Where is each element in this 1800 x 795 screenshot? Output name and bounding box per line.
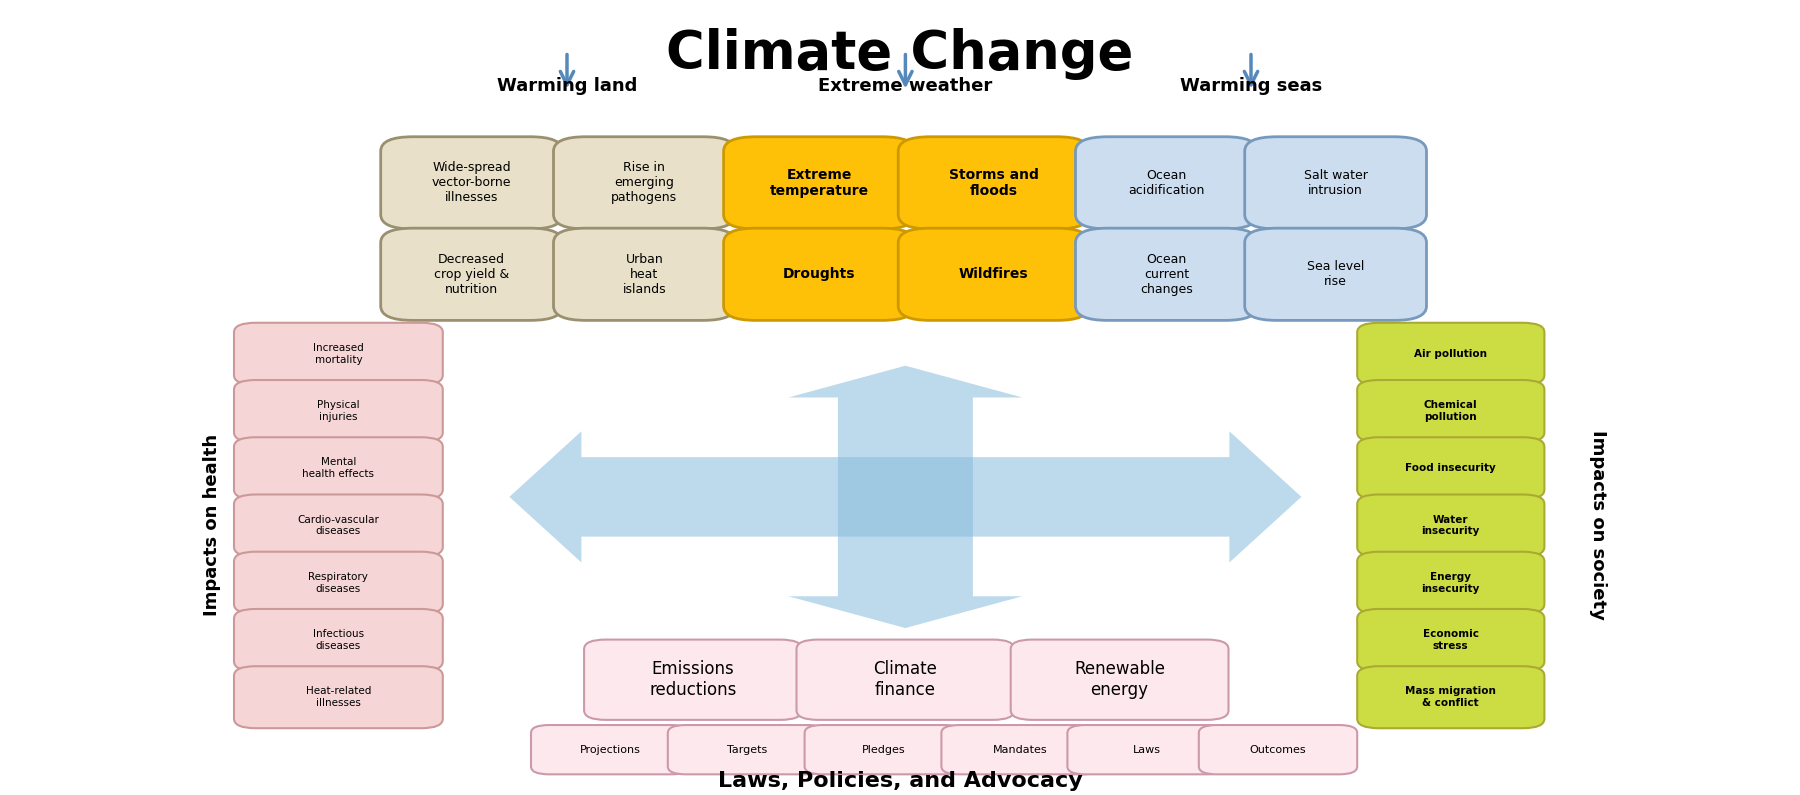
FancyBboxPatch shape bbox=[382, 137, 562, 229]
Text: Outcomes: Outcomes bbox=[1249, 745, 1307, 754]
Text: Warming seas: Warming seas bbox=[1179, 77, 1323, 95]
Text: Decreased
crop yield &
nutrition: Decreased crop yield & nutrition bbox=[434, 253, 509, 296]
Text: Increased
mortality: Increased mortality bbox=[313, 343, 364, 365]
FancyBboxPatch shape bbox=[1246, 228, 1426, 320]
Text: Air pollution: Air pollution bbox=[1415, 349, 1487, 359]
FancyBboxPatch shape bbox=[234, 552, 443, 614]
FancyBboxPatch shape bbox=[1246, 137, 1426, 229]
FancyBboxPatch shape bbox=[234, 323, 443, 385]
FancyBboxPatch shape bbox=[234, 437, 443, 499]
FancyBboxPatch shape bbox=[898, 228, 1089, 320]
FancyBboxPatch shape bbox=[1076, 228, 1256, 320]
Text: Energy
insecurity: Energy insecurity bbox=[1422, 572, 1480, 594]
FancyBboxPatch shape bbox=[1357, 494, 1544, 556]
Text: Infectious
diseases: Infectious diseases bbox=[313, 629, 364, 651]
Polygon shape bbox=[788, 366, 1022, 628]
Text: Mandates: Mandates bbox=[994, 745, 1048, 754]
Text: Respiratory
diseases: Respiratory diseases bbox=[308, 572, 369, 594]
Text: Droughts: Droughts bbox=[783, 267, 855, 281]
Text: Food insecurity: Food insecurity bbox=[1406, 463, 1496, 473]
FancyBboxPatch shape bbox=[554, 137, 734, 229]
FancyBboxPatch shape bbox=[531, 725, 689, 774]
Text: Impacts on society: Impacts on society bbox=[1589, 430, 1607, 619]
FancyBboxPatch shape bbox=[234, 494, 443, 556]
Text: Laws: Laws bbox=[1132, 745, 1161, 754]
FancyBboxPatch shape bbox=[898, 137, 1089, 229]
Text: Physical
injuries: Physical injuries bbox=[317, 400, 360, 422]
Text: Targets: Targets bbox=[727, 745, 767, 754]
Text: Heat-related
illnesses: Heat-related illnesses bbox=[306, 686, 371, 708]
Text: Urban
heat
islands: Urban heat islands bbox=[623, 253, 666, 296]
Polygon shape bbox=[509, 431, 1301, 563]
FancyBboxPatch shape bbox=[796, 639, 1015, 720]
Text: Pledges: Pledges bbox=[862, 745, 905, 754]
FancyBboxPatch shape bbox=[554, 228, 734, 320]
Text: Mental
health effects: Mental health effects bbox=[302, 457, 374, 479]
Text: Storms and
floods: Storms and floods bbox=[949, 168, 1039, 198]
FancyBboxPatch shape bbox=[234, 609, 443, 671]
Text: Extreme weather: Extreme weather bbox=[819, 77, 992, 95]
Text: Water
insecurity: Water insecurity bbox=[1422, 514, 1480, 537]
FancyBboxPatch shape bbox=[382, 228, 562, 320]
Text: Wide-spread
vector-borne
illnesses: Wide-spread vector-borne illnesses bbox=[432, 161, 511, 204]
Text: Rise in
emerging
pathogens: Rise in emerging pathogens bbox=[612, 161, 677, 204]
Text: Economic
stress: Economic stress bbox=[1422, 629, 1480, 651]
Text: Extreme
temperature: Extreme temperature bbox=[769, 168, 869, 198]
FancyBboxPatch shape bbox=[941, 725, 1100, 774]
Text: Emissions
reductions: Emissions reductions bbox=[650, 661, 736, 699]
Text: Climate Change: Climate Change bbox=[666, 28, 1134, 80]
Text: Mass migration
& conflict: Mass migration & conflict bbox=[1406, 686, 1496, 708]
FancyBboxPatch shape bbox=[1076, 137, 1256, 229]
FancyBboxPatch shape bbox=[805, 725, 963, 774]
FancyBboxPatch shape bbox=[1357, 552, 1544, 614]
Text: Climate
finance: Climate finance bbox=[873, 661, 938, 699]
Text: Chemical
pollution: Chemical pollution bbox=[1424, 400, 1478, 422]
Text: Laws, Policies, and Advocacy: Laws, Policies, and Advocacy bbox=[718, 771, 1082, 791]
Text: Projections: Projections bbox=[580, 745, 641, 754]
FancyBboxPatch shape bbox=[234, 666, 443, 728]
Text: Warming land: Warming land bbox=[497, 77, 637, 95]
FancyBboxPatch shape bbox=[1012, 639, 1228, 720]
Text: Wildfires: Wildfires bbox=[959, 267, 1028, 281]
Text: Ocean
current
changes: Ocean current changes bbox=[1139, 253, 1193, 296]
Text: Ocean
acidification: Ocean acidification bbox=[1129, 169, 1204, 197]
Text: Sea level
rise: Sea level rise bbox=[1307, 260, 1364, 289]
FancyBboxPatch shape bbox=[724, 228, 914, 320]
Text: Cardio-vascular
diseases: Cardio-vascular diseases bbox=[297, 514, 380, 537]
FancyBboxPatch shape bbox=[234, 380, 443, 442]
Text: Impacts on health: Impacts on health bbox=[203, 433, 221, 616]
FancyBboxPatch shape bbox=[668, 725, 826, 774]
Text: Renewable
energy: Renewable energy bbox=[1075, 661, 1165, 699]
FancyBboxPatch shape bbox=[583, 639, 803, 720]
FancyBboxPatch shape bbox=[1357, 380, 1544, 442]
FancyBboxPatch shape bbox=[1199, 725, 1357, 774]
FancyBboxPatch shape bbox=[724, 137, 914, 229]
FancyBboxPatch shape bbox=[1357, 437, 1544, 499]
FancyBboxPatch shape bbox=[1357, 666, 1544, 728]
FancyBboxPatch shape bbox=[1357, 609, 1544, 671]
FancyBboxPatch shape bbox=[1067, 725, 1226, 774]
Text: Salt water
intrusion: Salt water intrusion bbox=[1303, 169, 1368, 197]
FancyBboxPatch shape bbox=[1357, 323, 1544, 385]
